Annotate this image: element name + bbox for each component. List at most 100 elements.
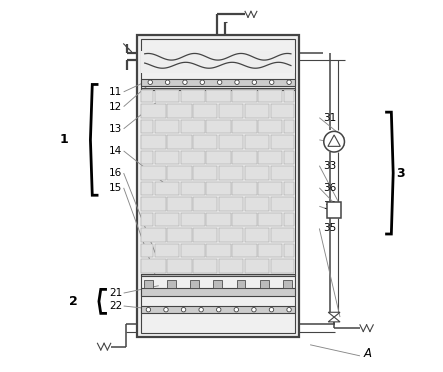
- Bar: [144, 280, 153, 288]
- Bar: [141, 88, 295, 90]
- Bar: [141, 212, 153, 226]
- Bar: [193, 197, 218, 211]
- Circle shape: [217, 308, 221, 312]
- Bar: [193, 259, 218, 273]
- Bar: [206, 182, 231, 195]
- Bar: [155, 212, 179, 226]
- Text: 13: 13: [109, 124, 122, 134]
- Text: 21: 21: [109, 288, 122, 298]
- Bar: [206, 151, 231, 164]
- Bar: [284, 90, 294, 102]
- Bar: [141, 51, 295, 73]
- Bar: [141, 197, 166, 211]
- Text: 11: 11: [109, 87, 122, 97]
- Bar: [141, 39, 295, 333]
- Bar: [167, 104, 191, 118]
- Text: 14: 14: [109, 146, 122, 156]
- Circle shape: [287, 308, 291, 312]
- Bar: [271, 197, 294, 211]
- Bar: [232, 244, 256, 257]
- Bar: [258, 151, 283, 164]
- Bar: [219, 228, 243, 242]
- Bar: [271, 259, 294, 273]
- Bar: [237, 280, 245, 288]
- Bar: [258, 119, 283, 133]
- Bar: [219, 197, 243, 211]
- Bar: [193, 135, 218, 149]
- Circle shape: [146, 308, 151, 312]
- Text: 35: 35: [323, 224, 336, 234]
- Bar: [180, 244, 205, 257]
- Polygon shape: [328, 312, 340, 317]
- Text: 36: 36: [323, 183, 336, 193]
- Bar: [141, 244, 153, 257]
- Bar: [284, 151, 294, 164]
- Bar: [284, 212, 294, 226]
- Circle shape: [183, 80, 187, 84]
- Bar: [190, 280, 199, 288]
- Text: 32: 32: [323, 135, 336, 145]
- Bar: [245, 197, 269, 211]
- Bar: [245, 135, 269, 149]
- Bar: [141, 306, 295, 312]
- Circle shape: [164, 308, 168, 312]
- Bar: [136, 35, 299, 337]
- Circle shape: [252, 80, 256, 84]
- Bar: [167, 166, 191, 180]
- Bar: [155, 90, 179, 102]
- Bar: [141, 90, 295, 273]
- Text: 3: 3: [396, 167, 405, 180]
- Bar: [271, 135, 294, 149]
- Bar: [232, 182, 256, 195]
- Bar: [258, 90, 283, 102]
- Bar: [232, 90, 256, 102]
- Text: 22: 22: [109, 301, 122, 311]
- Circle shape: [269, 80, 274, 84]
- Bar: [232, 151, 256, 164]
- Circle shape: [252, 308, 256, 312]
- Bar: [193, 228, 218, 242]
- Bar: [245, 259, 269, 273]
- Bar: [271, 104, 294, 118]
- Bar: [258, 244, 283, 257]
- Circle shape: [148, 80, 152, 84]
- Bar: [271, 166, 294, 180]
- Circle shape: [269, 308, 274, 312]
- Bar: [206, 244, 231, 257]
- Text: 33: 33: [323, 161, 336, 171]
- Bar: [258, 212, 283, 226]
- Bar: [167, 197, 191, 211]
- Bar: [260, 280, 268, 288]
- Circle shape: [165, 80, 170, 84]
- Bar: [155, 151, 179, 164]
- Bar: [245, 228, 269, 242]
- Bar: [141, 119, 153, 133]
- Bar: [167, 135, 191, 149]
- Bar: [141, 104, 166, 118]
- Bar: [167, 259, 191, 273]
- Text: 31: 31: [323, 113, 336, 123]
- Bar: [141, 273, 295, 276]
- Circle shape: [287, 80, 291, 84]
- Bar: [219, 104, 243, 118]
- Bar: [193, 104, 218, 118]
- Bar: [141, 90, 153, 102]
- Bar: [284, 119, 294, 133]
- Bar: [141, 135, 166, 149]
- Circle shape: [234, 308, 238, 312]
- Bar: [284, 182, 294, 195]
- Bar: [141, 228, 166, 242]
- Bar: [193, 166, 218, 180]
- Text: 15: 15: [109, 183, 122, 193]
- Bar: [141, 151, 153, 164]
- Text: 34: 34: [323, 201, 336, 211]
- Text: 12: 12: [109, 102, 122, 112]
- Polygon shape: [328, 317, 340, 322]
- Bar: [141, 166, 166, 180]
- Bar: [232, 119, 256, 133]
- Text: A: A: [363, 347, 371, 360]
- Bar: [167, 280, 176, 288]
- Bar: [167, 228, 191, 242]
- Bar: [155, 182, 179, 195]
- Circle shape: [235, 80, 239, 84]
